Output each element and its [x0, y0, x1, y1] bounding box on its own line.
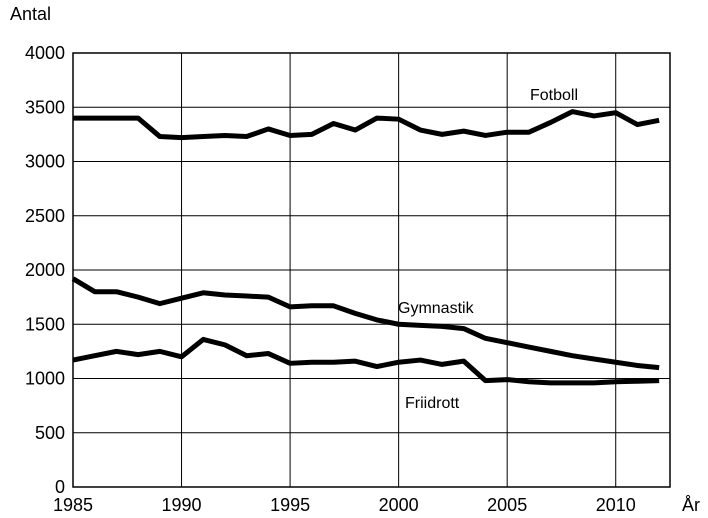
- plot-frame: [72, 52, 671, 488]
- series-label: Fotboll: [530, 87, 578, 104]
- x-tick-label: 1995: [270, 495, 310, 515]
- x-tick-label: 2010: [596, 495, 636, 515]
- y-tick-label: 4000: [25, 43, 65, 63]
- series-line: [73, 109, 660, 141]
- y-tick-label: 1500: [25, 314, 65, 334]
- y-tick-label: 3500: [25, 97, 65, 117]
- y-tick-label: 3000: [25, 152, 65, 172]
- x-tick-label: 1990: [162, 495, 202, 515]
- y-tick-label: 2000: [25, 260, 65, 280]
- series-line: [72, 336, 660, 386]
- series-label: Friidrott: [405, 395, 460, 412]
- x-tick-label: 2000: [379, 495, 419, 515]
- x-tick-label: 1985: [53, 495, 93, 515]
- series-label: Gymnastik: [398, 300, 475, 317]
- y-tick-label: 1000: [25, 369, 65, 389]
- y-tick-label: 0: [55, 477, 65, 497]
- x-tick-label: 2005: [487, 495, 527, 515]
- y-tick-label: 2500: [25, 206, 65, 226]
- y-axis-label: Antal: [10, 4, 51, 24]
- y-tick-label: 500: [35, 423, 65, 443]
- x-axis-label: År: [682, 495, 700, 515]
- series-line: [71, 276, 660, 371]
